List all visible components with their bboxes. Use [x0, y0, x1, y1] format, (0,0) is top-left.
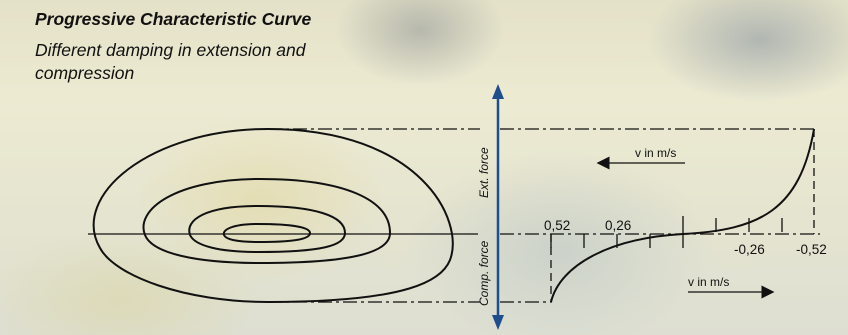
velocity-label-top: v in m/s [635, 146, 676, 160]
force-loop-inner [222, 222, 312, 244]
tick-label-right-2: -0,52 [796, 242, 827, 257]
force-loop-third [188, 204, 347, 254]
force-axis-arrow [492, 84, 504, 330]
tick-label-right-1: -0,26 [734, 242, 765, 257]
comp-force-label: Comp. force [477, 240, 491, 306]
ext-force-label: Ext. force [477, 147, 491, 198]
velocity-label-bottom: v in m/s [688, 275, 729, 289]
figure-title: Progressive Characteristic Curve [35, 9, 312, 29]
force-loop-outer [92, 127, 454, 304]
force-loop-second [142, 177, 392, 265]
tick-label-left-1: 0,52 [544, 218, 570, 233]
characteristic-curve [550, 128, 815, 303]
tick-label-left-2: 0,26 [605, 218, 631, 233]
figure-subtitle: Different damping in extension and compr… [35, 40, 306, 83]
